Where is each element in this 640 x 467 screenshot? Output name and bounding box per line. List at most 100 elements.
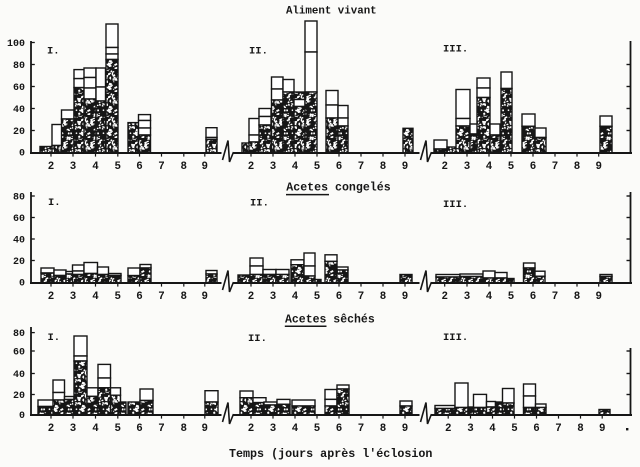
svg-text:20: 20 (13, 391, 25, 402)
svg-text:7: 7 (358, 423, 364, 435)
svg-text:6: 6 (336, 161, 342, 173)
svg-text:III.: III. (443, 43, 468, 55)
svg-text:8: 8 (380, 291, 386, 303)
svg-text:Acetes congelés: Acetes congelés (286, 181, 390, 194)
svg-text:3: 3 (70, 291, 76, 303)
svg-text:II.: II. (249, 45, 268, 57)
svg-text:9: 9 (599, 423, 605, 435)
svg-text:8: 8 (577, 423, 583, 435)
svg-text:6: 6 (336, 291, 342, 303)
svg-text:40: 40 (13, 105, 25, 116)
svg-text:I.: I. (48, 332, 61, 344)
svg-text:2: 2 (248, 291, 254, 303)
svg-text:20: 20 (13, 127, 25, 138)
svg-text:80: 80 (13, 61, 25, 72)
svg-text:5: 5 (508, 161, 514, 173)
svg-text:9: 9 (202, 161, 208, 173)
svg-text:III.: III. (443, 199, 468, 211)
svg-text:5: 5 (115, 291, 121, 303)
svg-text:III.: III. (443, 332, 468, 344)
svg-text:I.: I. (47, 45, 60, 57)
svg-text:0: 0 (19, 278, 25, 289)
svg-text:4: 4 (92, 291, 99, 303)
svg-text:6: 6 (336, 423, 342, 435)
svg-text:5: 5 (115, 423, 121, 435)
svg-text:8: 8 (181, 161, 187, 173)
svg-text:4: 4 (486, 161, 493, 173)
svg-text:7: 7 (158, 423, 164, 435)
svg-text:8: 8 (380, 161, 386, 173)
svg-text:I.: I. (48, 197, 61, 209)
svg-text:60: 60 (13, 348, 25, 359)
svg-text:8: 8 (574, 161, 580, 173)
svg-text:Temps (jours après l'éclosion: Temps (jours après l'éclosion (229, 447, 432, 461)
svg-text:6: 6 (136, 161, 142, 173)
svg-text:6: 6 (136, 423, 142, 435)
svg-text:4: 4 (292, 161, 299, 173)
svg-text:7: 7 (555, 423, 561, 435)
svg-text:Aliment vivant: Aliment vivant (286, 6, 377, 18)
svg-text:4: 4 (292, 291, 299, 303)
svg-text:4: 4 (292, 423, 299, 435)
svg-text:2: 2 (48, 291, 54, 303)
svg-text:0: 0 (19, 411, 25, 422)
svg-text:8: 8 (380, 423, 386, 435)
svg-text:5: 5 (314, 161, 320, 173)
svg-text:4: 4 (92, 423, 99, 435)
svg-text:7: 7 (158, 291, 164, 303)
svg-text:7: 7 (358, 161, 364, 173)
svg-text:7: 7 (552, 291, 558, 303)
svg-text:3: 3 (464, 291, 470, 303)
svg-text:3: 3 (270, 423, 276, 435)
svg-text:6: 6 (530, 161, 536, 173)
svg-text:4: 4 (486, 291, 493, 303)
svg-text:5: 5 (115, 161, 121, 173)
svg-text:II.: II. (250, 198, 269, 210)
svg-text:40: 40 (13, 236, 25, 247)
svg-text:2: 2 (441, 291, 447, 303)
svg-text:0: 0 (19, 148, 25, 159)
svg-text:5: 5 (314, 423, 320, 435)
svg-text:3: 3 (467, 423, 473, 435)
svg-text:3: 3 (270, 291, 276, 303)
svg-text:6: 6 (530, 291, 536, 303)
svg-text:9: 9 (402, 291, 408, 303)
svg-text:80: 80 (13, 193, 25, 204)
svg-text:9: 9 (402, 423, 408, 435)
svg-text:2: 2 (445, 423, 451, 435)
svg-text:6: 6 (136, 291, 142, 303)
svg-text:9: 9 (202, 291, 208, 303)
svg-text:9: 9 (202, 423, 208, 435)
svg-text:40: 40 (13, 370, 25, 381)
svg-text:5: 5 (508, 291, 514, 303)
svg-text:7: 7 (158, 161, 164, 173)
svg-text:3: 3 (70, 423, 76, 435)
svg-text:2: 2 (248, 423, 254, 435)
svg-text:100: 100 (7, 39, 25, 50)
svg-text:3: 3 (70, 161, 76, 173)
svg-text:II.: II. (248, 333, 267, 345)
svg-text:20: 20 (13, 257, 25, 268)
svg-text:6: 6 (533, 423, 539, 435)
svg-text:60: 60 (13, 83, 25, 94)
svg-text:3: 3 (464, 161, 470, 173)
svg-text:4: 4 (489, 423, 496, 435)
svg-text:60: 60 (13, 214, 25, 225)
svg-text:5: 5 (314, 291, 320, 303)
svg-text:2: 2 (441, 161, 447, 173)
svg-text:3: 3 (270, 161, 276, 173)
svg-text:8: 8 (181, 291, 187, 303)
svg-text:8: 8 (181, 423, 187, 435)
svg-text:2: 2 (48, 423, 54, 435)
svg-text:80: 80 (13, 329, 25, 340)
svg-text:2: 2 (248, 161, 254, 173)
svg-text:5: 5 (511, 423, 517, 435)
svg-text:8: 8 (574, 291, 580, 303)
svg-text:7: 7 (552, 161, 558, 173)
svg-text:7: 7 (358, 291, 364, 303)
svg-text:2: 2 (48, 161, 54, 173)
svg-text:4: 4 (92, 161, 99, 173)
svg-text:9: 9 (402, 161, 408, 173)
svg-text:9: 9 (595, 161, 601, 173)
svg-text:Acetes sêchés: Acetes sêchés (285, 314, 375, 327)
